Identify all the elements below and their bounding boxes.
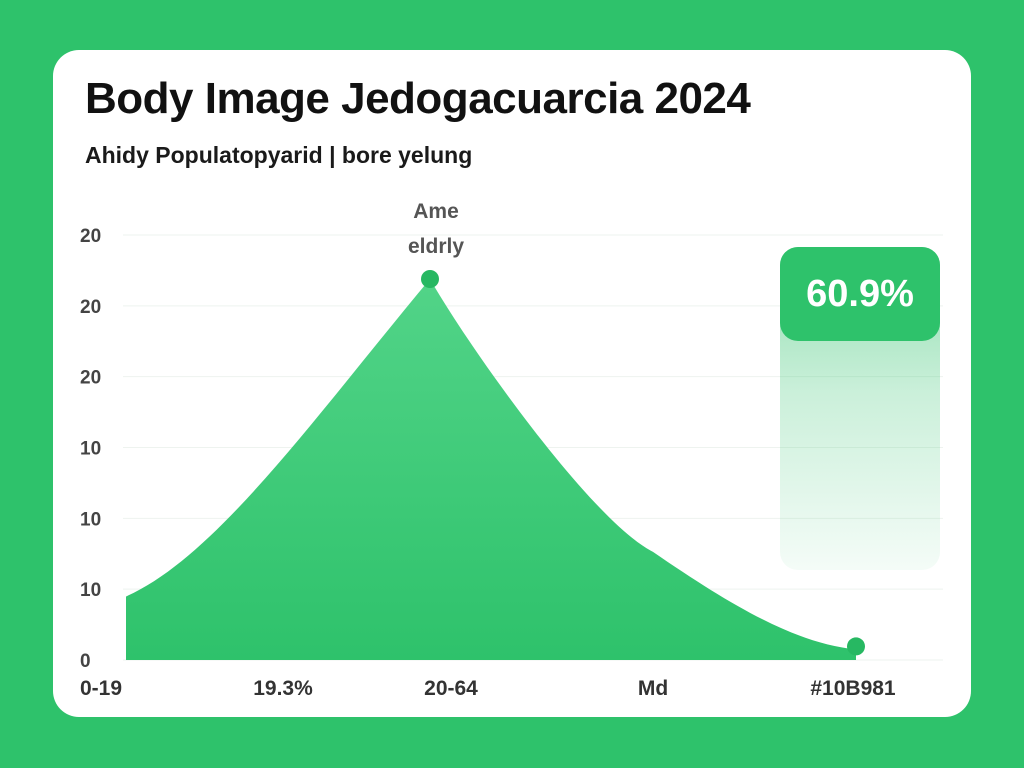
x-tick-label: Md <box>638 677 668 700</box>
peak-annotation-line1: Ame <box>413 200 459 223</box>
y-tick-label: 20 <box>80 368 101 389</box>
chart-card: Body Image Jedogacuarcia 2024 Ahidy Popu… <box>53 50 971 717</box>
x-tick-label: 20-64 <box>424 677 478 700</box>
chart-title: Body Image Jedogacuarcia 2024 <box>85 74 751 123</box>
y-tick-label: 10 <box>80 509 101 530</box>
y-axis-ticks: 20 20 20 10 10 10 0 <box>80 226 101 672</box>
peak-annotation-line2: eldrly <box>408 235 464 258</box>
x-tick-label: 19.3% <box>253 677 313 700</box>
y-tick-label: 10 <box>80 580 101 601</box>
peak-point[interactable] <box>421 270 439 288</box>
highlight-value-badge: 60.9% <box>780 247 940 341</box>
area-series <box>126 279 856 660</box>
x-tick-label: 0-19 <box>80 677 122 700</box>
y-tick-label: 0 <box>80 651 91 672</box>
area-chart: 20 20 20 10 10 10 0 Ame eldrly 0-19 19.3% 20-64 M… <box>80 200 943 700</box>
stat-panel: 60.9% <box>780 247 940 570</box>
chart-subtitle: Ahidy Populatopyarid | bore yelung <box>85 142 473 168</box>
y-tick-label: 20 <box>80 226 101 247</box>
y-tick-label: 20 <box>80 297 101 318</box>
x-tick-label: #10B981 <box>810 677 896 700</box>
y-tick-label: 10 <box>80 439 101 460</box>
x-axis-ticks: 0-19 19.3% 20-64 Md #10B981 <box>80 677 896 700</box>
end-point[interactable] <box>847 637 865 656</box>
